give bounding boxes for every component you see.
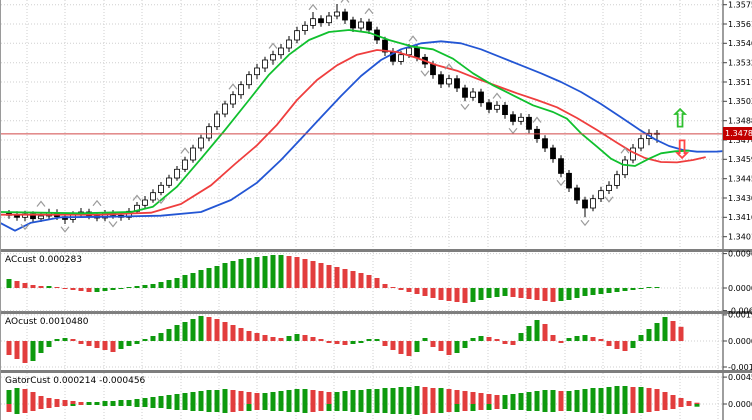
price-axis[interactable] bbox=[723, 0, 752, 420]
indicator-axis-label: -0.006335 bbox=[728, 306, 752, 315]
fractal-down-icon bbox=[156, 197, 166, 205]
fractal-down-icon bbox=[460, 103, 470, 111]
fractal-up-icon bbox=[340, 0, 350, 3]
fractal-up-icon bbox=[268, 42, 278, 49]
price-axis-label: 1.35175 bbox=[728, 78, 752, 87]
fractal-down-icon bbox=[60, 226, 70, 233]
fractal-up-icon bbox=[228, 83, 238, 90]
fractal-up-icon bbox=[444, 63, 454, 70]
fractal-up-icon bbox=[36, 200, 46, 207]
indicator-label-gatorcust: GatorCust 0.000214 -0.000456 bbox=[5, 376, 146, 386]
indicator-axis-label: -0.0019231 bbox=[728, 363, 752, 372]
fractal-up-icon bbox=[132, 194, 142, 201]
indicator-axis-label: 0.009640 bbox=[728, 249, 752, 258]
indicator-axis-label: 0.000000 bbox=[728, 284, 752, 293]
price-axis-label: 1.35465 bbox=[728, 39, 752, 48]
price-axis-label: 1.35755 bbox=[728, 1, 752, 10]
aocust-histogram bbox=[6, 316, 684, 363]
price-axis-label: 1.34595 bbox=[728, 155, 752, 164]
price-axis-label: 1.34450 bbox=[728, 175, 752, 184]
fractal-down-icon bbox=[508, 127, 518, 135]
indicator-axis-label: 0.004569 bbox=[728, 373, 752, 382]
accust-histogram bbox=[6, 255, 660, 303]
fractal-up-icon bbox=[364, 7, 374, 15]
price-axis-label: 1.34015 bbox=[728, 233, 752, 242]
fractal-down-icon bbox=[420, 70, 430, 77]
current-price-tag: 1.34786 bbox=[723, 127, 752, 140]
fractal-up-icon bbox=[408, 35, 418, 42]
indicator-axis-label: 0.0000000 bbox=[728, 337, 752, 346]
price-axis-label: 1.34305 bbox=[728, 194, 752, 203]
indicator-axis-label: 0.0019337 bbox=[728, 311, 752, 320]
fractal-down-icon bbox=[20, 223, 30, 231]
fractal-down-icon bbox=[580, 219, 590, 227]
price-axis-label: 1.35320 bbox=[728, 59, 752, 68]
main-chart-plot[interactable] bbox=[1, 0, 723, 249]
alligator-teeth-line bbox=[1, 49, 706, 216]
alligator-lips-line bbox=[1, 29, 690, 215]
price-axis-label: 1.34160 bbox=[728, 213, 752, 222]
panel-divider bbox=[1, 249, 752, 252]
fractal-up-icon bbox=[492, 92, 502, 99]
fractal-down-icon bbox=[108, 221, 118, 228]
panel-divider bbox=[1, 311, 752, 314]
candlestick-series bbox=[6, 4, 660, 224]
signal-arrow-down-icon: ⇩ bbox=[671, 135, 693, 165]
fractal-up-icon bbox=[532, 116, 542, 123]
indicator-label-accust: ACcust 0.000283 bbox=[5, 255, 82, 265]
indicator-axis-label: 0.000000 bbox=[728, 400, 752, 409]
alligator-jaw-line bbox=[1, 40, 723, 232]
price-axis-label: 1.34885 bbox=[728, 117, 752, 126]
indicator-label-aocust: AOcust 0.0010480 bbox=[5, 317, 89, 327]
fractal-up-icon bbox=[620, 147, 630, 154]
fractal-down-icon bbox=[604, 196, 614, 203]
fractal-up-icon bbox=[180, 147, 190, 154]
fractal-down-icon bbox=[556, 179, 566, 187]
fractal-up-icon bbox=[92, 199, 102, 207]
gatorcust-histogram bbox=[6, 386, 700, 415]
price-axis-label: 1.34740 bbox=[728, 136, 752, 145]
signal-arrow-up-icon: ⇧ bbox=[669, 105, 691, 135]
fractal-up-icon bbox=[308, 3, 318, 11]
price-axis-label: 1.35030 bbox=[728, 97, 752, 106]
panel-divider bbox=[1, 370, 752, 373]
price-axis-label: 1.35610 bbox=[728, 20, 752, 29]
